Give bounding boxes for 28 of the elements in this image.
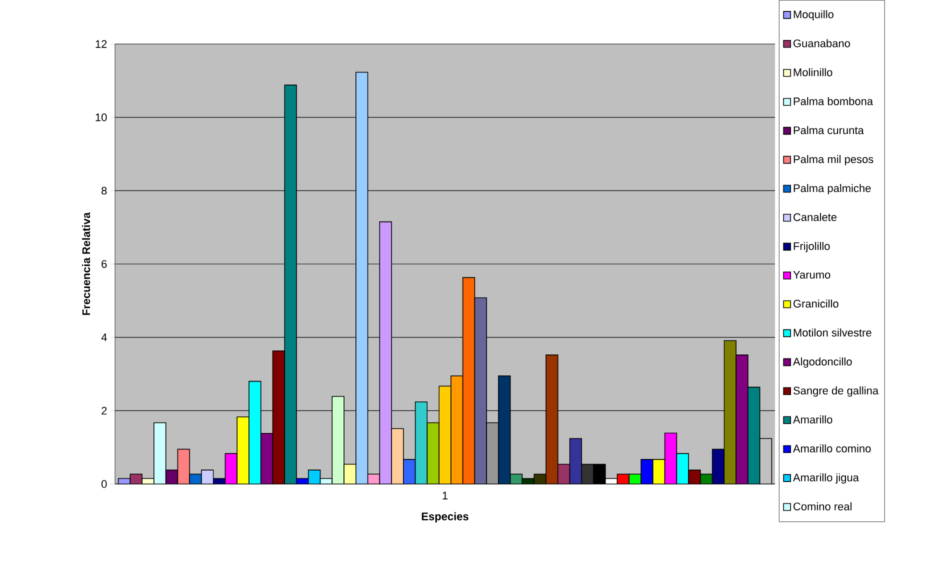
y-axis-title: Frecuencia Relativa xyxy=(82,212,90,315)
legend-label: Amarillo jigua xyxy=(792,473,859,484)
legend-label: Amarillo xyxy=(792,415,832,424)
legend-label: Sangre de gallina xyxy=(793,386,879,397)
y-tick-label: 2 xyxy=(102,406,107,415)
legend-label: Granicillo xyxy=(794,300,838,308)
legend-label: Motilon silvestre xyxy=(794,328,872,337)
legend-label: Palma palmiche xyxy=(794,184,871,194)
y-tick-label: 10 xyxy=(96,113,107,122)
legend-label: Moquillo xyxy=(794,10,834,20)
legend-label: Comino real xyxy=(794,502,852,510)
legend-label: Palma bombona xyxy=(794,97,874,106)
y-tick-label: 4 xyxy=(101,334,107,342)
y-tick-label: 6 xyxy=(102,260,107,268)
legend-label: Palma mil pesos xyxy=(794,155,874,166)
y-tick-label: 0 xyxy=(102,480,107,488)
y-tick-label: 12 xyxy=(96,40,107,48)
legend-label: Yarumo xyxy=(793,270,830,279)
x-tick-label: 1 xyxy=(442,492,448,500)
legend-label: Palma curunta xyxy=(794,126,864,134)
legend-label: Molinillo xyxy=(794,68,832,76)
legend-label: Amarillo comino xyxy=(792,444,871,452)
y-tick-label: 8 xyxy=(102,186,107,195)
legend-label: Canalete xyxy=(794,213,837,222)
x-axis-title: Especies xyxy=(422,512,468,522)
legend-label: Frijolillo xyxy=(794,242,830,252)
legend-label: Guanabano xyxy=(794,39,850,48)
legend-label: Algodoncillo xyxy=(792,357,852,368)
